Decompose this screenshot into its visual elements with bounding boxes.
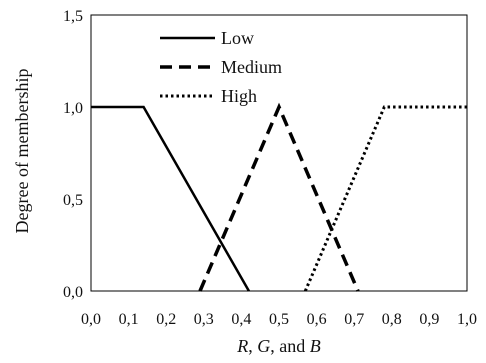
x-axis-label-sep1: , bbox=[248, 336, 257, 356]
y-tick-label: 1,5 bbox=[63, 8, 83, 25]
series-lines bbox=[91, 102, 467, 292]
x-axis-label-r: R bbox=[236, 336, 248, 356]
x-axis-label: R, G, and B bbox=[236, 336, 321, 356]
x-tick-label: 0,0 bbox=[81, 311, 101, 328]
x-tick-label: 0,9 bbox=[419, 311, 439, 328]
y-axis-label: Degree of membership bbox=[12, 69, 32, 234]
x-axis-label-b: B bbox=[310, 336, 321, 356]
x-tick-label: 1,0 bbox=[457, 311, 477, 328]
legend-label-low: Low bbox=[221, 28, 254, 48]
series-line-high bbox=[303, 105, 467, 292]
y-tick-label: 0,5 bbox=[63, 192, 83, 209]
x-axis-label-sep2: , and bbox=[270, 336, 310, 356]
legend-label-medium: Medium bbox=[221, 57, 282, 77]
legend-label-high: High bbox=[221, 86, 257, 106]
y-tick-labels: 0,0 0,5 1,0 1,5 bbox=[63, 8, 83, 301]
y-tick-label: 1,0 bbox=[63, 100, 83, 117]
x-tick-label: 0,2 bbox=[156, 311, 176, 328]
x-tick-label: 0,3 bbox=[194, 311, 214, 328]
plot-area bbox=[90, 14, 468, 292]
x-tick-label: 0,4 bbox=[231, 311, 251, 328]
x-tick-labels: 0,0 0,1 0,2 0,3 0,4 0,5 0,6 0,7 0,8 0,9 1,0 bbox=[81, 311, 477, 328]
x-tick-label: 0,6 bbox=[307, 311, 327, 328]
x-tick-label: 0,8 bbox=[382, 311, 402, 328]
x-axis-label-g: G bbox=[257, 336, 270, 356]
x-tick-label: 0,1 bbox=[119, 311, 139, 328]
x-tick-label: 0,5 bbox=[269, 311, 289, 328]
series-line-low bbox=[91, 105, 250, 292]
legend: Low Medium High bbox=[160, 28, 282, 106]
x-tick-label: 0,7 bbox=[344, 311, 364, 328]
y-tick-label: 0,0 bbox=[63, 284, 83, 301]
series-line-medium bbox=[198, 102, 360, 292]
